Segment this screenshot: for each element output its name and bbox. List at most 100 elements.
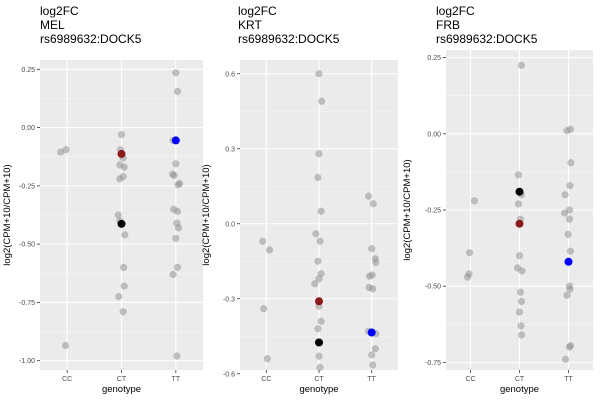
data-point	[465, 270, 473, 278]
data-point	[318, 97, 326, 105]
y-tick-label: -1.00	[19, 358, 35, 365]
data-point	[265, 246, 274, 254]
data-point	[173, 87, 182, 96]
data-point	[314, 257, 322, 265]
data-point	[312, 230, 320, 238]
y-axis-label: log2(CPM+10/CPM+10)	[402, 159, 413, 260]
data-point	[120, 163, 128, 171]
y-tick-label: 0.00	[21, 125, 35, 132]
data-point	[115, 292, 123, 301]
data-point	[566, 247, 575, 255]
data-point	[263, 355, 271, 363]
x-tick-label: CT	[314, 376, 324, 383]
data-point	[315, 150, 323, 158]
x-tick-label: CT	[515, 376, 525, 383]
data-point	[117, 130, 126, 139]
y-tick-label: -0.25	[425, 208, 441, 215]
data-point	[515, 252, 524, 260]
x-axis-label: genotype	[299, 384, 338, 395]
data-point	[560, 209, 569, 217]
y-axis-label: log2(CPM+10/CPM+10)	[201, 164, 212, 265]
panel-title-line: log2FC	[436, 4, 475, 18]
data-point	[369, 361, 377, 369]
data-point	[119, 308, 127, 316]
data-point	[371, 345, 379, 353]
data-point	[120, 263, 128, 272]
data-point	[566, 182, 574, 190]
data-point	[368, 271, 376, 279]
data-point	[514, 200, 523, 208]
x-tick-label: CT	[117, 376, 127, 383]
data-point	[311, 280, 319, 288]
y-tick-label: -0.25	[19, 183, 35, 190]
data-point	[566, 125, 575, 133]
data-point	[565, 343, 574, 351]
y-tick-label: -0.6	[223, 371, 235, 378]
data-point	[172, 69, 180, 77]
x-axis-label: genotype	[500, 384, 539, 395]
data-point	[465, 249, 474, 257]
data-point	[517, 297, 526, 306]
x-tick-label: CC	[465, 376, 475, 383]
data-point	[169, 270, 177, 279]
data-point	[517, 331, 526, 339]
data-point	[172, 160, 180, 168]
panel-title-line: log2FC	[238, 4, 277, 18]
data-point	[121, 231, 129, 239]
data-point	[316, 363, 324, 372]
data-point	[317, 317, 325, 325]
data-point	[517, 61, 526, 69]
data-point	[173, 263, 182, 272]
data-point	[260, 305, 268, 313]
data-point	[315, 70, 323, 78]
highlight-point	[515, 219, 524, 228]
highlight-point	[564, 257, 573, 266]
data-point	[172, 234, 180, 242]
data-point	[174, 181, 182, 189]
data-point	[259, 237, 267, 245]
highlight-point	[367, 328, 376, 337]
data-point	[315, 352, 323, 360]
y-axis-label: log2(CPM+10/CPM+10)	[2, 164, 13, 265]
data-point	[372, 258, 380, 267]
x-axis-label: genotype	[102, 384, 141, 395]
data-point	[567, 159, 575, 167]
y-tick-label: -0.50	[425, 284, 441, 291]
y-tick-label: -0.75	[19, 300, 35, 307]
data-point	[316, 237, 324, 245]
data-point	[566, 285, 574, 293]
y-tick-label: 0.00	[427, 131, 441, 138]
highlight-point	[117, 149, 126, 158]
data-point	[368, 245, 376, 253]
data-point	[369, 285, 377, 293]
x-tick-label: TT	[172, 376, 181, 383]
data-point	[564, 230, 572, 238]
y-tick-label: 0.6	[225, 71, 235, 78]
data-point	[563, 291, 571, 299]
data-point	[173, 352, 181, 360]
x-tick-label: CC	[261, 376, 271, 383]
data-point	[368, 351, 376, 359]
data-point	[317, 207, 325, 215]
data-point	[61, 341, 70, 350]
data-point	[170, 171, 178, 179]
data-point	[114, 211, 122, 219]
data-point	[314, 173, 322, 182]
panel-title-line: log2FC	[40, 4, 79, 18]
highlight-point	[117, 219, 126, 228]
data-point	[561, 191, 569, 199]
panel-title-line: rs6989632:DOCK5	[436, 32, 538, 46]
data-point	[62, 146, 70, 154]
data-point	[314, 325, 322, 333]
y-tick-label: 0.3	[225, 146, 235, 153]
data-point	[514, 171, 523, 179]
y-tick-label: -0.3	[223, 296, 235, 303]
data-point	[565, 215, 574, 223]
data-point	[369, 200, 377, 208]
data-point	[516, 288, 525, 296]
data-point	[174, 224, 183, 232]
data-point	[315, 275, 323, 283]
